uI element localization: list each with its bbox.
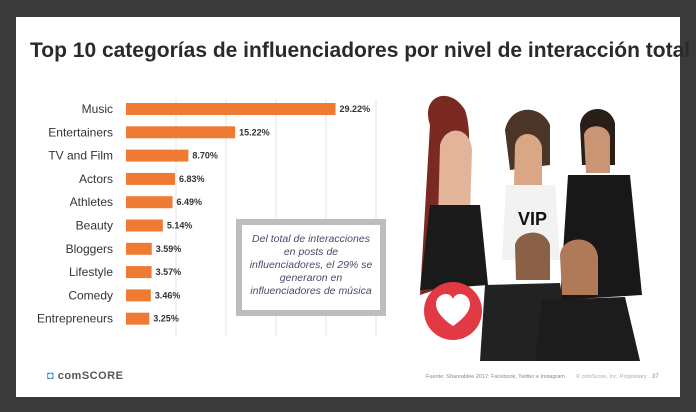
category-label: Entrepreneurs [37, 312, 113, 326]
slide: Top 10 categorías de influenciadores por… [16, 17, 691, 397]
value-label: 3.46% [155, 290, 181, 300]
bar [126, 103, 336, 115]
bar [126, 149, 189, 162]
value-label: 8.70% [192, 151, 218, 161]
category-label: Entertainers [48, 125, 113, 139]
value-label: 29.22% [340, 104, 371, 114]
bar [126, 312, 150, 325]
value-label: 15.22% [239, 127, 270, 137]
value-label: 3.59% [156, 244, 182, 254]
category-label: Comedy [68, 288, 113, 302]
footer-credit: © comScore, Inc. Proprietary [576, 374, 647, 380]
category-label: Actors [79, 172, 113, 186]
influencers-photo: VIP [410, 85, 674, 361]
slide-title: Top 10 categorías de influenciadores por… [30, 39, 691, 62]
category-label: Bloggers [66, 242, 113, 256]
value-label: 6.49% [177, 197, 203, 207]
bar-chart: Music 29.22% Entertainers 15.22% TV and Film… [37, 99, 377, 336]
category-label: TV and Film [48, 149, 113, 163]
comscore-logo: ◘ comSCORE [47, 370, 123, 382]
page-number: 37 [652, 374, 659, 380]
value-label: 6.83% [179, 174, 205, 184]
bar [126, 196, 173, 209]
bar [126, 242, 152, 255]
heart-icon [436, 294, 470, 326]
footer-source: Fuente: Shareablee 2017: Facebook, Twitt… [426, 374, 566, 380]
callout-box: Del total de interacciones en posts de i… [236, 219, 386, 316]
category-label: Music [82, 102, 113, 116]
bar [126, 219, 163, 232]
svg-text:VIP: VIP [518, 209, 547, 229]
category-label: Lifestyle [69, 265, 113, 279]
value-label: 3.25% [153, 314, 179, 324]
category-label: Beauty [76, 219, 113, 233]
logo-text: comSCORE [57, 370, 124, 382]
logo-mark-icon: ◘ [47, 370, 55, 382]
callout-text: Del total de interacciones en posts de i… [242, 225, 380, 310]
bar [126, 289, 151, 302]
bar [126, 172, 175, 185]
heart-badge [424, 282, 482, 340]
influencers-photo-image: VIP [420, 95, 642, 361]
value-label: 3.57% [156, 267, 182, 277]
bar [126, 266, 152, 279]
category-label: Athletes [70, 195, 113, 209]
bar [126, 126, 236, 139]
value-label: 5.14% [167, 221, 193, 231]
